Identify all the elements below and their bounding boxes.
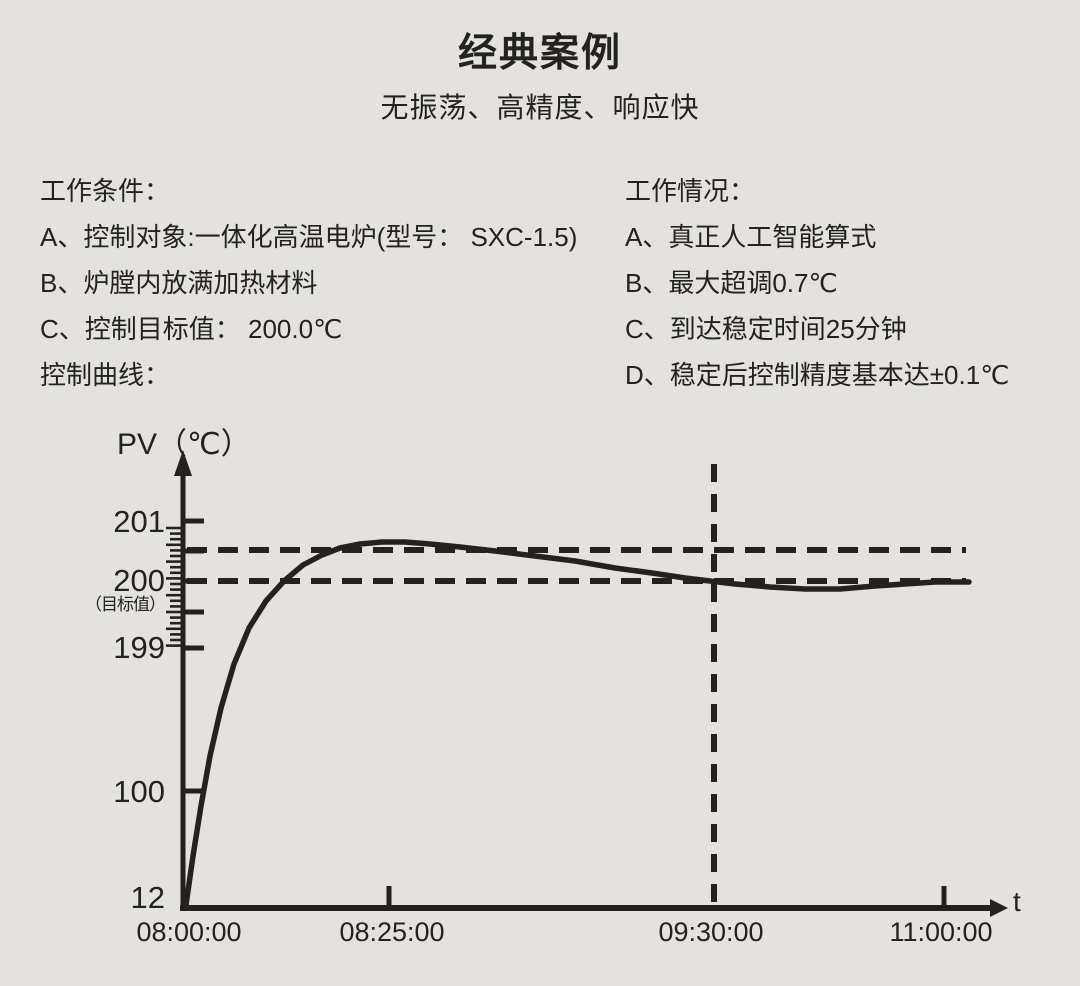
result-item: D、稳定后控制精度基本达±0.1℃ (625, 360, 1010, 390)
curve-section-label: 控制曲线： (40, 360, 171, 390)
results-column: 工作情况： A、真正人工智能算式 B、最大超调0.7℃ C、到达稳定时间25分钟… (625, 168, 1065, 398)
x-tick-label-0825: 08:25:00 (339, 917, 445, 947)
page-subtitle: 无振荡、高精度、响应快 (380, 92, 700, 123)
y-tick-label-12: 12 (130, 880, 165, 915)
y-axis-label: PV（℃） (117, 428, 251, 461)
condition-item: A、控制对象:一体化高温电炉(型号： SXC-1.5) (40, 222, 578, 252)
result-item: B、最大超调0.7℃ (625, 268, 838, 298)
target-value-note: （目标值） (85, 595, 166, 614)
x-tick-label-0930: 09:30:00 (658, 917, 764, 947)
conditions-column: 工作条件： A、控制对象:一体化高温电炉(型号： SXC-1.5) B、炉膛内放… (40, 168, 610, 398)
x-tick-label-1100: 11:00:00 (889, 917, 993, 947)
y-tick-label-201: 201 (113, 504, 165, 539)
result-item: C、到达稳定时间25分钟 (625, 314, 907, 344)
page-title: 经典案例 (457, 32, 622, 75)
conditions-heading: 工作条件： (40, 176, 171, 206)
results-heading: 工作情况： (625, 176, 756, 206)
y-tick-label-200: 200 (113, 563, 165, 598)
x-tick-label-0800: 08:00:00 (136, 917, 242, 947)
y-tick-label-100: 100 (113, 774, 165, 809)
condition-item: B、炉膛内放满加热材料 (40, 268, 318, 298)
x-axis-label: t (1013, 886, 1021, 917)
condition-item: C、控制目标值： 200.0℃ (40, 314, 343, 344)
result-item: A、真正人工智能算式 (625, 222, 877, 252)
y-tick-label-199: 199 (113, 630, 165, 665)
